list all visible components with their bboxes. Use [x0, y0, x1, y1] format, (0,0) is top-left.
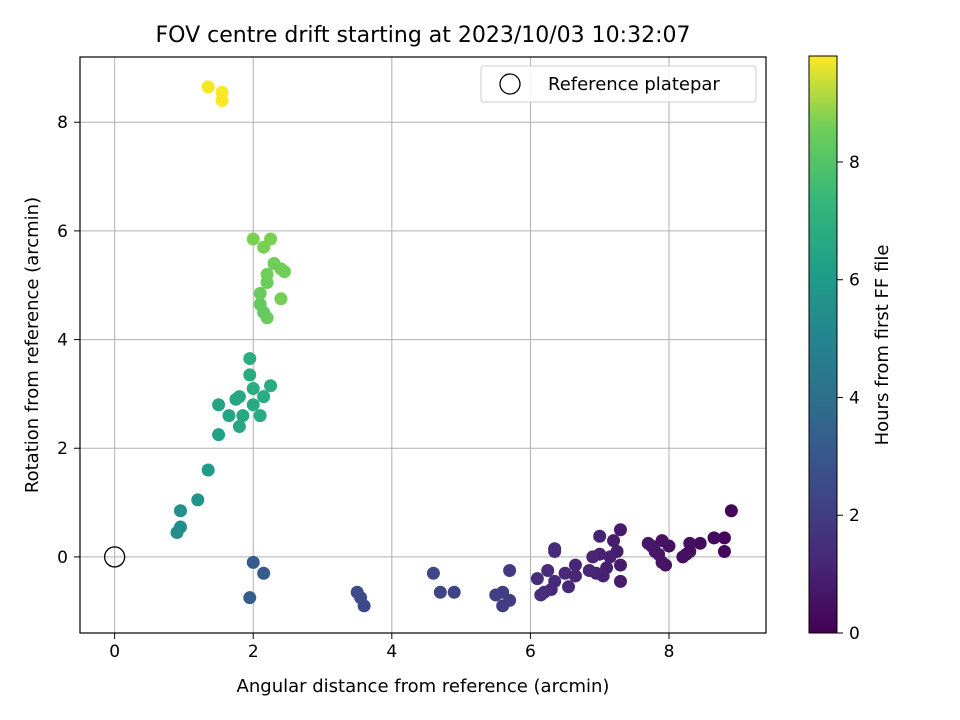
data-point [277, 265, 291, 279]
y-axis-ticks: 0 2 4 6 8 [57, 113, 80, 568]
colorbar-ticks: 0 2 4 6 8 [837, 153, 860, 644]
data-point [568, 569, 582, 583]
data-point [693, 536, 707, 550]
data-point [426, 566, 440, 580]
data-point [246, 398, 260, 412]
data-point [236, 409, 250, 423]
data-point [215, 93, 229, 107]
data-point [246, 555, 260, 569]
data-point [253, 286, 267, 300]
data-point [173, 504, 187, 518]
colorbar-gradient [808, 55, 838, 634]
data-point [274, 292, 288, 306]
data-point [170, 525, 184, 539]
data-point [724, 504, 738, 518]
data-point [568, 558, 582, 572]
data-point [603, 550, 617, 564]
data-point [558, 566, 572, 580]
colorbar-tick-label: 4 [849, 388, 860, 408]
data-point [613, 558, 627, 572]
data-point [586, 550, 600, 564]
data-point [582, 564, 596, 578]
x-tick-label: 4 [386, 642, 397, 662]
colorbar-tick-label: 2 [849, 506, 860, 526]
plot-frame [79, 56, 767, 634]
colorbar: 0 2 4 6 8 Hours from first FF file [808, 55, 893, 644]
legend: Reference platepar [480, 65, 757, 103]
data-point [260, 267, 274, 281]
data-point [264, 379, 278, 393]
data-point [717, 544, 731, 558]
data-point [433, 585, 447, 599]
data-point [613, 574, 627, 588]
y-tick-label: 0 [57, 548, 68, 568]
data-point [201, 80, 215, 94]
data-point [201, 463, 215, 477]
data-point [503, 564, 517, 578]
data-point [534, 588, 548, 602]
data-point [191, 493, 205, 507]
data-point [232, 420, 246, 434]
data-point [496, 599, 510, 613]
x-axis-label: Angular distance from reference (arcmin) [237, 676, 610, 697]
data-point [257, 390, 271, 404]
y-tick-label: 2 [57, 439, 68, 459]
data-point [243, 591, 257, 605]
data-point [253, 409, 267, 423]
data-point [717, 531, 731, 545]
legend-label: Reference platepar [548, 74, 720, 95]
data-point [548, 542, 562, 556]
x-tick-label: 0 [109, 642, 120, 662]
data-point [562, 580, 576, 594]
data-point [489, 588, 503, 602]
data-point [655, 534, 669, 548]
reference-marker [103, 546, 126, 568]
data-point [641, 536, 655, 550]
data-point [212, 428, 226, 442]
data-point [607, 534, 621, 548]
y-axis-label: Rotation from reference (arcmin) [22, 197, 43, 493]
data-point [679, 547, 693, 561]
legend-open-circle-marker [499, 73, 521, 95]
y-tick-label: 6 [57, 222, 68, 242]
data-point [246, 381, 260, 395]
x-axis-ticks: 0 2 4 6 8 [109, 633, 674, 662]
data-point [243, 352, 257, 366]
y-tick-label: 8 [57, 113, 68, 133]
data-point [613, 523, 627, 537]
data-point [257, 566, 271, 580]
data-point [447, 585, 461, 599]
data-point [350, 585, 364, 599]
colorbar-tick-label: 8 [849, 153, 860, 173]
data-point [655, 555, 669, 569]
data-point [707, 531, 721, 545]
chart-title: FOV centre drift starting at 2023/10/03 … [156, 23, 691, 48]
data-point [232, 390, 246, 404]
colorbar-tick-label: 6 [849, 271, 860, 291]
colorbar-tick-label: 0 [849, 624, 860, 644]
reference-platepar-marker [103, 546, 126, 568]
x-tick-label: 2 [248, 642, 259, 662]
data-point [264, 232, 278, 246]
data-point [260, 311, 274, 325]
data-point [593, 529, 607, 543]
data-point [530, 572, 544, 586]
data-point [246, 232, 260, 246]
x-tick-label: 8 [664, 642, 675, 662]
legend-box [480, 65, 757, 103]
data-point [212, 398, 226, 412]
data-points [170, 80, 738, 613]
colorbar-label: Hours from first FF file [872, 245, 893, 446]
grid-lines [80, 57, 766, 633]
data-point [222, 409, 236, 423]
data-point [243, 368, 257, 382]
x-tick-label: 6 [525, 642, 536, 662]
data-point [541, 564, 555, 578]
y-tick-label: 4 [57, 331, 68, 351]
